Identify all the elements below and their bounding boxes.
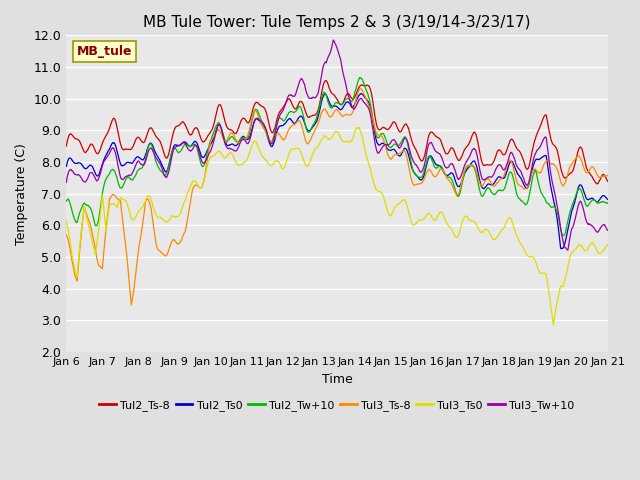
Tul3_Ts0: [550, 322, 557, 327]
Tul3_Ts0: [292, 145, 300, 151]
Tul3_Ts0: [313, 145, 321, 151]
Tul2_Tw+10: [559, 233, 567, 239]
Tul3_Ts-8: [303, 141, 311, 147]
Tul3_Ts0: [604, 242, 611, 248]
Tul2_Ts0: [358, 91, 365, 96]
Tul3_Ts0: [104, 212, 112, 217]
Tul3_Ts-8: [356, 86, 364, 92]
Line: Tul3_Ts0: Tul3_Ts0: [67, 128, 607, 324]
Tul2_Ts0: [604, 196, 611, 202]
Tul3_Ts-8: [292, 120, 300, 125]
Tul3_Tw+10: [104, 152, 112, 158]
Tul2_Ts-8: [604, 179, 611, 184]
Tul2_Ts0: [292, 120, 300, 125]
Tul3_Ts0: [63, 218, 70, 224]
Tul3_Tw+10: [313, 93, 321, 98]
Tul3_Tw+10: [330, 37, 337, 43]
Tul2_Tw+10: [104, 173, 112, 179]
Tul3_Ts-8: [126, 291, 134, 297]
Tul2_Ts-8: [322, 78, 330, 84]
Tul3_Ts0: [353, 125, 361, 131]
Tul2_Ts-8: [126, 147, 134, 153]
Tul2_Ts0: [557, 246, 565, 252]
Tul2_Tw+10: [63, 198, 70, 204]
Tul2_Ts-8: [303, 113, 311, 119]
Tul3_Ts-8: [371, 126, 379, 132]
Tul2_Tw+10: [313, 114, 321, 120]
Line: Tul3_Ts-8: Tul3_Ts-8: [67, 89, 607, 305]
Text: MB_tule: MB_tule: [77, 45, 132, 58]
Tul3_Ts-8: [314, 122, 321, 128]
Tul3_Ts-8: [104, 208, 112, 214]
Tul2_Ts-8: [371, 111, 378, 117]
Tul2_Ts0: [126, 160, 134, 166]
Tul3_Ts-8: [63, 232, 70, 238]
Tul3_Tw+10: [63, 180, 70, 185]
Tul2_Ts0: [313, 118, 321, 123]
Title: MB Tule Tower: Tule Temps 2 & 3 (3/19/14-3/23/17): MB Tule Tower: Tule Temps 2 & 3 (3/19/14…: [143, 15, 531, 30]
Tul3_Tw+10: [126, 172, 134, 178]
Y-axis label: Temperature (C): Temperature (C): [15, 143, 28, 245]
Tul2_Ts-8: [292, 106, 300, 112]
Tul2_Ts0: [303, 127, 311, 132]
Line: Tul3_Tw+10: Tul3_Tw+10: [67, 40, 607, 250]
Line: Tul2_Ts0: Tul2_Ts0: [67, 94, 607, 249]
Tul2_Tw+10: [292, 108, 300, 114]
Tul2_Ts-8: [63, 143, 70, 149]
Tul2_Tw+10: [356, 75, 364, 81]
Tul2_Tw+10: [303, 128, 311, 134]
Tul2_Ts0: [104, 148, 112, 154]
Tul2_Ts-8: [104, 129, 112, 134]
Tul3_Tw+10: [564, 247, 572, 253]
Tul3_Ts-8: [127, 302, 135, 308]
Line: Tul2_Ts-8: Tul2_Ts-8: [67, 81, 607, 184]
Tul2_Tw+10: [126, 176, 134, 181]
Tul2_Ts-8: [593, 181, 600, 187]
Line: Tul2_Tw+10: Tul2_Tw+10: [67, 78, 607, 236]
Tul2_Tw+10: [371, 126, 378, 132]
Tul2_Tw+10: [604, 200, 611, 206]
Tul3_Ts-8: [604, 173, 611, 179]
Tul2_Ts-8: [313, 110, 321, 116]
Tul3_Tw+10: [371, 139, 378, 144]
Tul3_Tw+10: [292, 90, 300, 96]
Tul3_Tw+10: [303, 91, 311, 97]
Tul3_Ts0: [126, 212, 134, 217]
X-axis label: Time: Time: [321, 372, 352, 385]
Legend: Tul2_Ts-8, Tul2_Ts0, Tul2_Tw+10, Tul3_Ts-8, Tul3_Ts0, Tul3_Tw+10: Tul2_Ts-8, Tul2_Ts0, Tul2_Tw+10, Tul3_Ts…: [95, 396, 579, 416]
Tul2_Ts0: [371, 130, 378, 135]
Tul3_Ts0: [371, 182, 378, 188]
Tul3_Tw+10: [604, 228, 611, 233]
Tul3_Ts0: [303, 164, 311, 169]
Tul2_Ts0: [63, 164, 70, 169]
